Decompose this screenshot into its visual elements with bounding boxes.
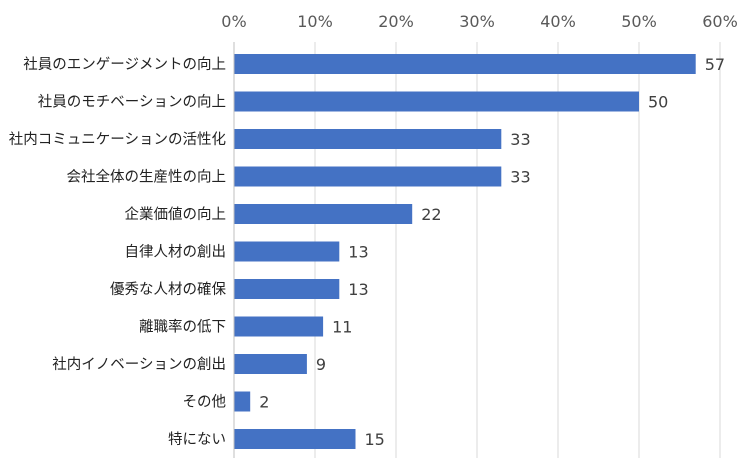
data-labels: 57 50 33 33 22 13 13 11 9 2 15 bbox=[259, 55, 725, 449]
bar bbox=[234, 129, 502, 149]
x-tick-label: 0% bbox=[221, 12, 246, 31]
data-label: 22 bbox=[421, 205, 441, 224]
bar bbox=[234, 91, 639, 112]
category-label: 会社全体の生産性の向上 bbox=[67, 168, 227, 186]
x-tick-label: 30% bbox=[459, 12, 495, 31]
bar bbox=[234, 354, 307, 374]
category-label: 離職率の低下 bbox=[139, 318, 226, 336]
bar bbox=[234, 316, 324, 337]
bar bbox=[234, 166, 502, 187]
x-axis-ticks: 0% 10% 20% 30% 40% 50% 60% bbox=[221, 12, 737, 31]
data-label: 13 bbox=[348, 243, 368, 262]
bar bbox=[234, 241, 340, 262]
category-label: 特にない bbox=[168, 431, 226, 448]
category-label: 優秀な人材の確保 bbox=[110, 281, 226, 298]
bars bbox=[234, 54, 696, 449]
data-label: 11 bbox=[332, 318, 352, 337]
data-label: 57 bbox=[705, 55, 725, 74]
category-label: 社内コミュニケーションの活性化 bbox=[9, 131, 226, 148]
category-label: 社員のモチベーションの向上 bbox=[38, 94, 226, 111]
data-label: 2 bbox=[259, 393, 269, 412]
data-label: 13 bbox=[348, 280, 368, 299]
category-label: 自律人材の創出 bbox=[125, 244, 227, 261]
data-label: 9 bbox=[316, 355, 326, 374]
category-label: その他 bbox=[183, 394, 227, 411]
data-label: 33 bbox=[510, 168, 530, 187]
category-label: 社内イノベーションの創出 bbox=[52, 356, 226, 373]
data-label: 33 bbox=[510, 130, 530, 149]
bar bbox=[234, 279, 340, 299]
bar bbox=[234, 204, 413, 224]
bar bbox=[234, 391, 251, 412]
x-tick-label: 20% bbox=[378, 12, 414, 31]
bar bbox=[234, 429, 356, 449]
x-tick-label: 10% bbox=[297, 12, 333, 31]
x-tick-label: 50% bbox=[621, 12, 657, 31]
x-tick-label: 40% bbox=[540, 12, 576, 31]
data-label: 50 bbox=[648, 93, 668, 112]
x-tick-label: 60% bbox=[702, 12, 738, 31]
bar bbox=[234, 54, 696, 74]
category-label: 社員のエンゲージメントの向上 bbox=[23, 56, 226, 73]
category-label: 企業価値の向上 bbox=[125, 205, 227, 223]
data-label: 15 bbox=[365, 430, 385, 449]
category-labels: 社員のエンゲージメントの向上社員のモチベーションの向上社内コミュニケーションの活… bbox=[9, 56, 227, 448]
